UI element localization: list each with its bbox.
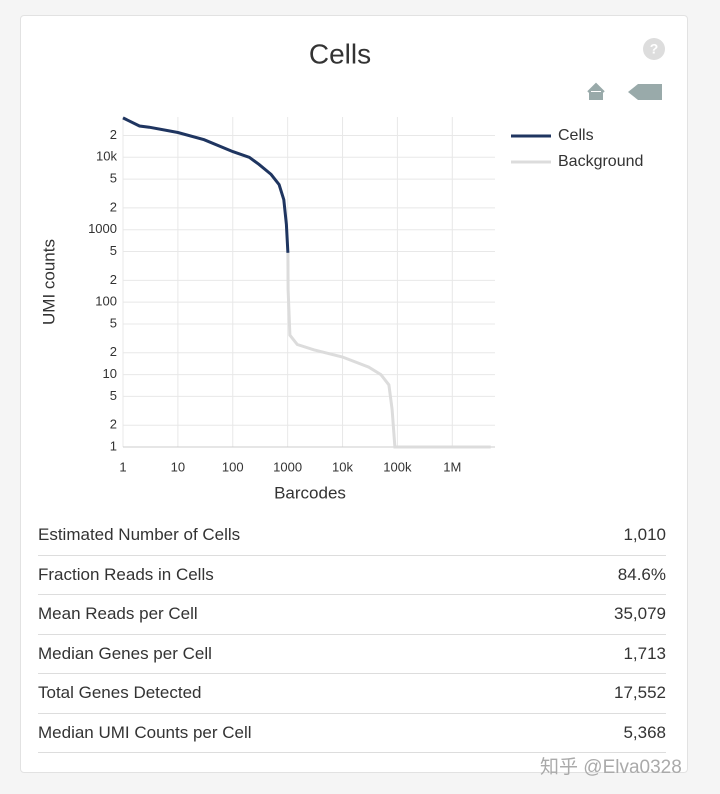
- chart-title: Cells: [309, 38, 371, 69]
- x-tick-label: 10k: [332, 459, 353, 474]
- card: [20, 15, 688, 773]
- x-axis-label: Barcodes: [274, 483, 346, 502]
- y-tick-label: 2: [110, 417, 117, 432]
- table-row: Median Genes per Cell 1,713: [38, 635, 666, 674]
- table-row: Fraction Reads in Cells 84.6%: [38, 556, 666, 595]
- y-tick-label: 10: [103, 366, 117, 381]
- back-icon[interactable]: [628, 84, 662, 100]
- row-label: Estimated Number of Cells: [38, 525, 241, 544]
- y-tick-label: 2: [110, 199, 117, 214]
- table-row: Total Genes Detected 17,552: [38, 674, 666, 714]
- row-value: 35,079: [614, 604, 666, 623]
- y-tick-label: 10k: [96, 149, 117, 164]
- row-label: Mean Reads per Cell: [38, 604, 198, 623]
- series-line: [286, 252, 491, 449]
- home-icon[interactable]: [587, 82, 605, 100]
- row-value: 84.6%: [617, 564, 666, 584]
- y-tick-label: 2: [110, 344, 117, 359]
- x-tick-label: 10: [171, 459, 185, 474]
- row-label: Median Genes per Cell: [38, 643, 212, 663]
- table-row: Median UMI Counts per Cell 5,368: [38, 714, 666, 753]
- legend-label: Background: [558, 153, 643, 170]
- y-tick-label: 5: [110, 243, 117, 258]
- x-tick-label: 100: [222, 459, 244, 474]
- series-line: [122, 116, 290, 253]
- row-label: Fraction Reads in Cells: [38, 564, 214, 584]
- legend-label: Cells: [558, 127, 594, 144]
- row-value: 1,713: [623, 643, 666, 663]
- y-tick-label: 5: [110, 315, 117, 330]
- y-axis-label: UMI counts: [39, 239, 58, 325]
- table-row: Mean Reads per Cell 35,079: [38, 595, 666, 635]
- stats-table: Estimated Number of Cells 1,010 Fraction R…: [38, 516, 666, 753]
- x-tick-label: 100k: [383, 459, 412, 474]
- y-tick-label: 5: [110, 171, 117, 186]
- row-label: Median UMI Counts per Cell: [38, 722, 252, 742]
- row-value: 5,368: [623, 722, 666, 742]
- x-tick-label: 1000: [273, 459, 302, 474]
- table-row: Estimated Number of Cells 1,010: [38, 516, 666, 556]
- x-tick-label: 1M: [443, 459, 461, 474]
- y-tick-label: 2: [110, 272, 117, 287]
- y-tick-label: 100: [95, 294, 117, 309]
- x-tick-label: 1: [119, 459, 126, 474]
- help-icon[interactable]: [643, 38, 665, 60]
- help-icon-text[interactable]: ?: [650, 41, 659, 57]
- y-tick-label: 2: [110, 127, 117, 142]
- row-label: Total Genes Detected: [38, 683, 202, 702]
- watermark: 知乎 @Elva0328: [540, 757, 682, 778]
- row-value: 1,010: [623, 525, 666, 544]
- y-tick-label: 1000: [88, 221, 117, 236]
- y-tick-label: 1: [110, 438, 117, 453]
- row-value: 17,552: [614, 683, 666, 702]
- y-tick-label: 5: [110, 388, 117, 403]
